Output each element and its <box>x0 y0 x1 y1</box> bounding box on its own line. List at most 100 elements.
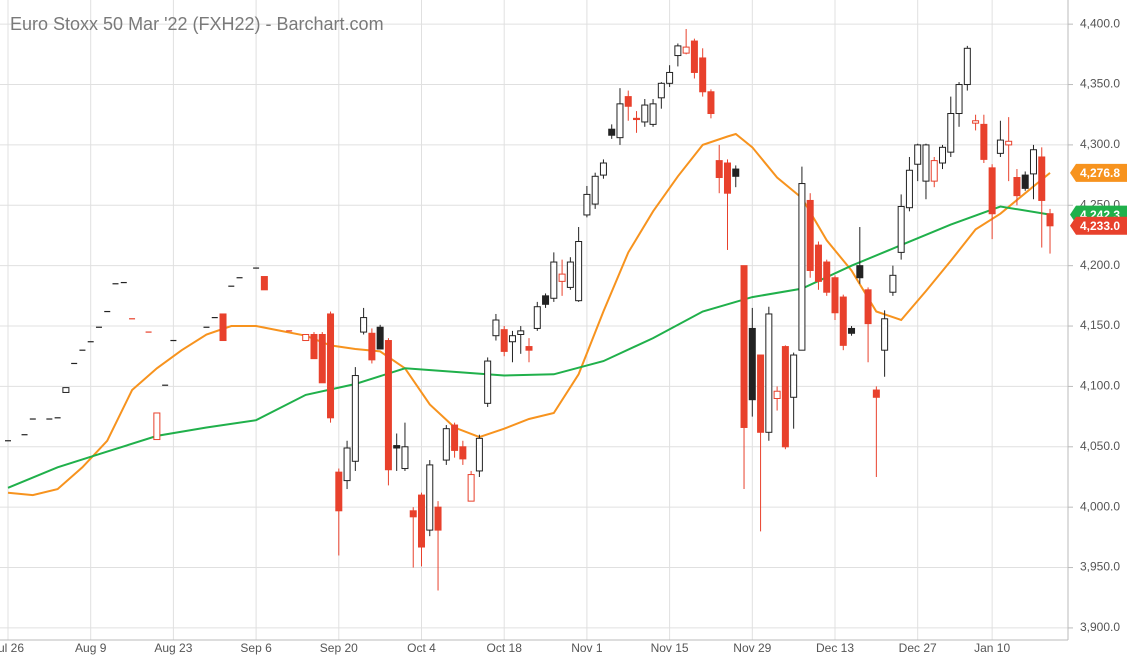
x-tick-label: Dec 13 <box>816 641 854 655</box>
candle-body <box>591 175 599 205</box>
y-tick-label: 4,000.0 <box>1080 499 1120 513</box>
candle-body <box>533 306 541 329</box>
candle-body <box>575 241 583 302</box>
candle-body <box>781 346 789 448</box>
y-tick-label: 3,900.0 <box>1080 620 1120 634</box>
chart-title: Euro Stoxx 50 Mar '22 (FXH22) - Barchart… <box>10 14 384 34</box>
candle-body <box>649 103 657 125</box>
candle-body <box>657 82 665 99</box>
candle-body <box>451 424 459 451</box>
candle-body <box>690 40 698 73</box>
candle-body <box>798 183 806 351</box>
candle-body <box>814 244 822 282</box>
candle-body <box>608 128 616 136</box>
candle-body <box>467 474 475 502</box>
x-tick-label: Jan 10 <box>974 641 1010 655</box>
candle-body <box>393 445 401 449</box>
candle-body <box>343 447 351 482</box>
candle-body <box>500 329 508 352</box>
candle-body <box>1046 213 1054 227</box>
candle-body <box>517 330 525 335</box>
candle-body <box>318 333 326 384</box>
candle-body <box>1021 174 1029 189</box>
candle-body <box>939 146 947 164</box>
candle-body <box>864 289 872 325</box>
x-tick-label: Dec 27 <box>899 641 937 655</box>
candle-body <box>418 494 425 548</box>
candle-body <box>773 390 781 399</box>
candle-body <box>806 199 814 271</box>
price-tag: 4,276.8 <box>1070 163 1127 182</box>
candle-body <box>599 162 607 176</box>
candle-body <box>508 335 516 343</box>
candle-body <box>947 113 955 153</box>
candle-body <box>351 375 359 462</box>
candle-body <box>434 506 442 531</box>
candle-body <box>62 387 70 393</box>
x-tick-label: Nov 1 <box>571 641 603 655</box>
y-tick-label: 4,400.0 <box>1080 16 1120 30</box>
candle-body <box>790 354 798 398</box>
candle-body <box>1029 149 1037 175</box>
candle-body <box>831 277 839 314</box>
candle-body <box>765 313 773 433</box>
candle-body <box>302 333 310 342</box>
candle-body <box>492 319 500 337</box>
axes: 3,900.0 3,950.0 4,000.0 4,050.0 4,100.0 4,150… <box>0 16 1127 655</box>
candle-body <box>1038 156 1046 201</box>
candle-body <box>583 193 591 216</box>
candle-body <box>980 123 988 160</box>
candle-body <box>674 45 682 57</box>
candle-body <box>930 160 938 182</box>
price-tag-label: 4,276.8 <box>1080 166 1120 180</box>
candle-body <box>757 354 765 433</box>
y-tick-label: 3,950.0 <box>1080 560 1120 574</box>
candle-body <box>881 318 889 351</box>
candle-body <box>905 169 913 209</box>
candle-body <box>922 144 930 182</box>
candle-body <box>384 340 392 471</box>
price-tag-box <box>1070 163 1127 182</box>
y-tick-label: 4,150.0 <box>1080 318 1120 332</box>
candle-body <box>459 446 467 460</box>
moving-average-line <box>7 132 1051 497</box>
candle-body <box>368 332 376 361</box>
candle-body <box>360 317 368 333</box>
candle-body <box>732 168 740 177</box>
candle-body <box>914 144 922 165</box>
candle-body <box>955 84 963 115</box>
x-tick-label: Sep 20 <box>320 641 358 655</box>
candle-body <box>327 313 335 419</box>
candle-body <box>748 327 756 401</box>
candle-body <box>550 261 558 299</box>
x-tick-label: Oct 4 <box>407 641 436 655</box>
y-tick-label: 4,100.0 <box>1080 379 1120 393</box>
candle-body <box>699 57 707 93</box>
candle-body <box>839 296 847 346</box>
x-tick-label: Sep 6 <box>240 641 272 655</box>
y-tick-label: 4,050.0 <box>1080 439 1120 453</box>
candle-body <box>715 160 723 179</box>
candle-body <box>666 71 674 84</box>
candle-body <box>616 103 624 139</box>
candle-body <box>1013 177 1021 197</box>
candle-body <box>972 120 980 124</box>
plot-area <box>5 28 1054 591</box>
candle-body <box>335 471 343 512</box>
candle-body <box>897 205 905 253</box>
candle-body <box>475 437 483 472</box>
candle-body <box>1005 140 1013 146</box>
x-tick-label: Aug 9 <box>75 641 107 655</box>
candle-body <box>740 265 748 428</box>
candle-body <box>848 327 856 334</box>
candle-body <box>641 104 649 123</box>
candle-body <box>442 428 450 461</box>
x-tick-label: Nov 29 <box>733 641 771 655</box>
x-tick-label: Aug 23 <box>154 641 192 655</box>
candle-body <box>872 389 880 398</box>
candle-body <box>558 273 566 282</box>
candle-body <box>484 360 492 404</box>
moving-average-line <box>7 205 1051 489</box>
y-tick-label: 4,200.0 <box>1080 258 1120 272</box>
